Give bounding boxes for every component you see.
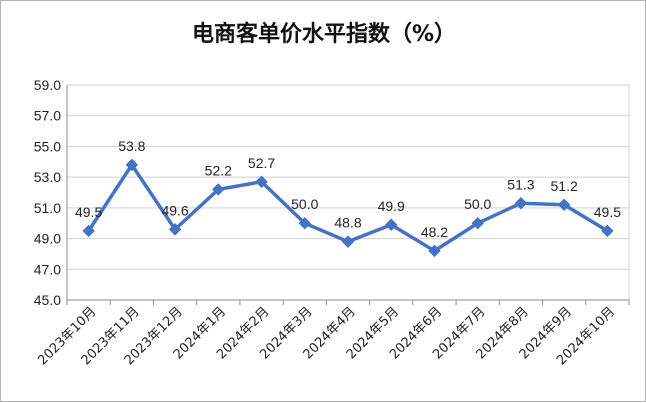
data-label: 49.6 xyxy=(161,202,188,218)
data-point-marker xyxy=(212,183,225,196)
chart-title: 电商客单价水平指数（%） xyxy=(192,21,456,47)
data-point-marker xyxy=(601,224,614,238)
data-point-marker xyxy=(168,223,182,236)
data-label: 48.2 xyxy=(421,224,448,240)
data-point-marker xyxy=(557,198,571,211)
data-label: 53.8 xyxy=(118,138,145,154)
y-tick-label: 47.0 xyxy=(34,261,61,277)
y-tick-label: 59.0 xyxy=(34,77,61,93)
data-label: 51.2 xyxy=(551,178,578,194)
y-tick-label: 53.0 xyxy=(34,169,61,185)
data-label: 52.2 xyxy=(205,162,232,178)
data-point-marker xyxy=(471,217,484,230)
data-point-marker xyxy=(82,224,95,238)
data-label: 49.9 xyxy=(378,198,405,214)
data-point-marker xyxy=(428,244,441,258)
axes: 45.047.049.051.053.055.057.059.02023年10月… xyxy=(34,77,630,368)
y-tick-label: 45.0 xyxy=(34,292,61,308)
data-point-marker xyxy=(255,175,268,188)
y-tick-label: 51.0 xyxy=(34,200,61,216)
data-label: 49.5 xyxy=(75,204,102,220)
data-label: 51.3 xyxy=(507,176,534,192)
data-point-marker xyxy=(341,235,355,248)
data-label: 50.0 xyxy=(464,196,491,212)
series xyxy=(82,158,614,258)
data-point-marker xyxy=(298,217,311,230)
data-label: 52.7 xyxy=(248,155,275,171)
data-label: 48.8 xyxy=(334,215,361,231)
data-point-marker xyxy=(125,158,139,172)
data-labels: 49.5 53.8 49.6 52.2 52.7 50.0 48.8 49.9 48.2 50.0… xyxy=(75,138,621,240)
data-label: 50.0 xyxy=(291,196,318,212)
data-point-marker xyxy=(514,197,528,210)
y-tick-label: 49.0 xyxy=(34,231,61,247)
y-tick-label: 55.0 xyxy=(34,138,61,154)
y-tick-label: 57.0 xyxy=(34,108,61,124)
data-label: 49.5 xyxy=(594,204,621,220)
data-point-marker xyxy=(385,218,398,231)
